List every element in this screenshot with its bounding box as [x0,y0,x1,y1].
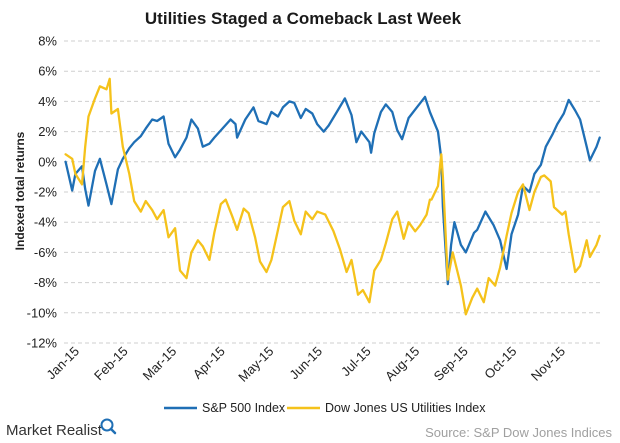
y-tick-label: 2% [38,124,57,139]
x-tick-label: Nov-15 [528,344,568,384]
x-axis-ticks: Jan-15 Feb-15 Mar-15 Apr-15 May-15 Jun-15 Jul-… [43,344,568,385]
x-tick-label: Mar-15 [140,344,180,384]
x-tick-label: Apr-15 [190,344,228,382]
x-tick-label: Feb-15 [91,344,131,384]
y-tick-label: -8% [34,275,58,290]
y-tick-label: 6% [38,64,57,79]
y-tick-label: -4% [34,215,58,230]
x-tick-label: May-15 [235,344,276,385]
legend: S&P 500 Index Dow Jones US Utilities Ind… [164,401,486,415]
y-tick-label: -2% [34,185,58,200]
market-realist-logo: Market Realist [6,418,117,439]
y-tick-label: -12% [27,336,58,351]
x-tick-label: Jul-15 [338,344,374,380]
legend-label-sp500: S&P 500 Index [202,401,286,415]
chart-title: Utilities Staged a Comeback Last Week [145,9,462,28]
logo-text: Market Realist [6,422,103,439]
y-tick-label: -10% [27,305,58,320]
source-note: Source: S&P Dow Jones Indices [425,425,612,440]
legend-label-utilities: Dow Jones US Utilities Index [325,401,486,415]
x-tick-label: Aug-15 [382,344,422,384]
y-axis-label: Indexed total returns [13,131,27,250]
y-tick-label: -6% [34,245,58,260]
series-line-utilities [64,77,601,316]
x-tick-label: Jun-15 [286,344,325,383]
gridlines [64,40,603,344]
series-lines [64,77,601,316]
y-axis-ticks: 8% 6% 4% 2% 0% -2% -4% -6% -8% -10% -12% [27,34,58,351]
magnifier-icon [100,418,117,435]
y-tick-label: 0% [38,154,57,169]
x-tick-label: Oct-15 [481,344,519,382]
y-tick-label: 8% [38,34,57,49]
series-line-sp500 [64,95,601,286]
y-tick-label: 4% [38,94,57,109]
x-tick-label: Sep-15 [431,344,471,384]
